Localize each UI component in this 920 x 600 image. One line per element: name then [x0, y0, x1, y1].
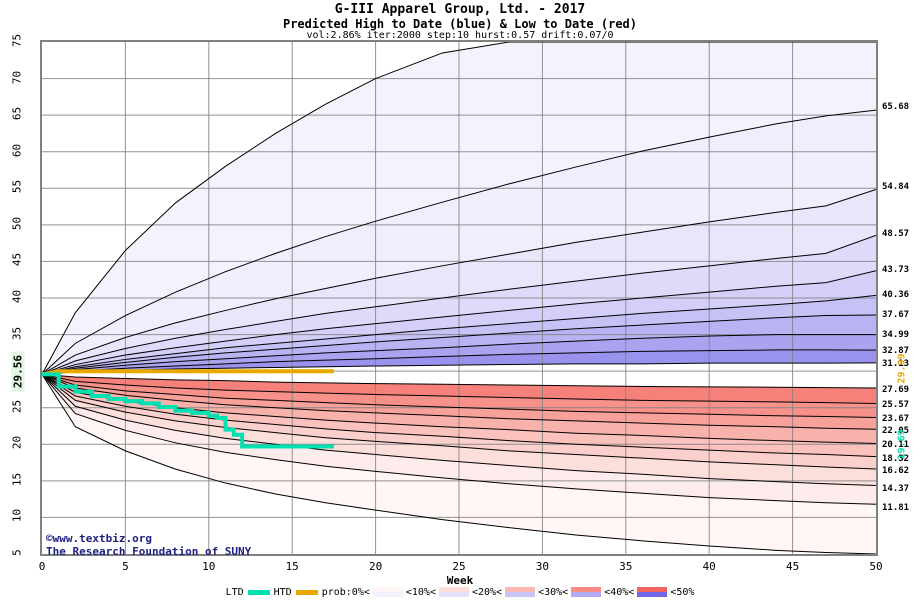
- plot-svg: [42, 42, 876, 554]
- right-quantile-label: 37.67: [882, 310, 910, 320]
- right-quantile-label: 22.05: [882, 426, 910, 436]
- right-quantile-label: 25.57: [882, 400, 910, 410]
- x-tick-label: 40: [702, 560, 716, 573]
- y-tick-label: 35: [10, 326, 24, 340]
- right-quantile-label: 40.36: [882, 290, 910, 300]
- y-tick-label: 65: [10, 107, 24, 121]
- y-tick-label: 25: [10, 399, 24, 413]
- y-tick-label: 60: [10, 143, 24, 157]
- y-tick-label: 15: [10, 472, 24, 486]
- x-tick-label: 30: [535, 560, 550, 573]
- legend-label-prob-0: prob:0%<: [321, 586, 370, 598]
- x-tick-label: 50: [869, 560, 883, 573]
- legend-label-htd: HTD: [273, 586, 292, 598]
- y-tick-label: 5: [10, 549, 24, 556]
- legend-swatch-band-1: [438, 587, 469, 597]
- x-tick-label: 45: [785, 560, 800, 573]
- legend-label-prob-4: <40%<: [604, 586, 635, 598]
- chart-legend: LTD HTD prob:0%< <10%< <20%< <30%< <40%< <50%: [0, 586, 920, 598]
- credit-website: ©www.textbiz.org: [46, 532, 152, 545]
- right-quantile-label: 43.73: [882, 265, 910, 275]
- right-quantile-label: 31.13: [882, 359, 910, 369]
- y-tick-label: 70: [10, 70, 24, 84]
- right-quantile-label: 32.87: [882, 346, 910, 356]
- legend-label-prob-3: <30%<: [538, 586, 569, 598]
- y-tick-label: 40: [10, 289, 24, 304]
- y-tick-label: 50: [10, 216, 24, 230]
- y-tick-label: 55: [10, 180, 24, 194]
- legend-label-prob-2: <20%<: [471, 586, 503, 598]
- legend-label-ltd: LTD: [225, 586, 244, 598]
- right-quantile-label: 11.81: [882, 503, 910, 513]
- legend-swatch-band-0: [372, 587, 403, 597]
- right-quantile-label: 23.67: [882, 414, 910, 424]
- x-tick-label: 35: [619, 560, 633, 573]
- y-tick-label: 75: [10, 33, 24, 48]
- legend-swatch-band-3: [571, 587, 602, 597]
- chart-title: G-III Apparel Group, Ltd. - 2017: [334, 2, 586, 17]
- right-quantile-label: 48.57: [882, 229, 910, 239]
- legend-swatch-ltd: [247, 589, 270, 595]
- x-axis-label: Week: [446, 574, 474, 587]
- x-tick-label: 20: [368, 560, 383, 573]
- x-tick-label: 15: [285, 560, 299, 573]
- right-quantile-label: 54.84: [882, 182, 910, 192]
- right-quantile-label: 16.62: [882, 466, 910, 476]
- x-tick-label: 5: [122, 560, 129, 573]
- y-tick-label: 10: [10, 509, 24, 523]
- right-quantile-label: 34.99: [882, 330, 910, 340]
- right-quantile-label: 65.68: [882, 102, 910, 112]
- y-tick-label: 20: [10, 436, 24, 450]
- legend-swatch-band-2: [505, 587, 536, 597]
- legend-swatch-htd: [295, 589, 318, 595]
- current-price-label: 29.56: [11, 351, 25, 392]
- right-quantile-label: 27.69: [882, 385, 910, 395]
- plot-area: [40, 40, 878, 556]
- x-tick-label: 0: [38, 560, 46, 573]
- x-tick-label: 25: [452, 560, 466, 573]
- chart-parameters: vol:2.86% iter:2000 step:10 hurst:0.57 d…: [306, 30, 614, 41]
- y-tick-label: 45: [10, 253, 24, 267]
- right-quantile-label: 20.11: [882, 440, 910, 450]
- legend-swatch-band-4: [637, 587, 668, 597]
- htd-value-label: 29.99: [896, 353, 908, 384]
- credit-organization: The Research Foundation of SUNY: [46, 545, 252, 558]
- ltd-value-label: 19.69: [896, 429, 908, 460]
- x-tick-label: 10: [202, 560, 216, 573]
- legend-label-prob-1: <10%<: [405, 586, 436, 598]
- right-quantile-label: 18.32: [882, 454, 910, 464]
- chart-subtitle: Predicted High to Date (blue) & Low to D…: [282, 17, 637, 31]
- legend-label-prob-5: <50%: [670, 586, 695, 598]
- right-quantile-label: 14.37: [882, 484, 910, 494]
